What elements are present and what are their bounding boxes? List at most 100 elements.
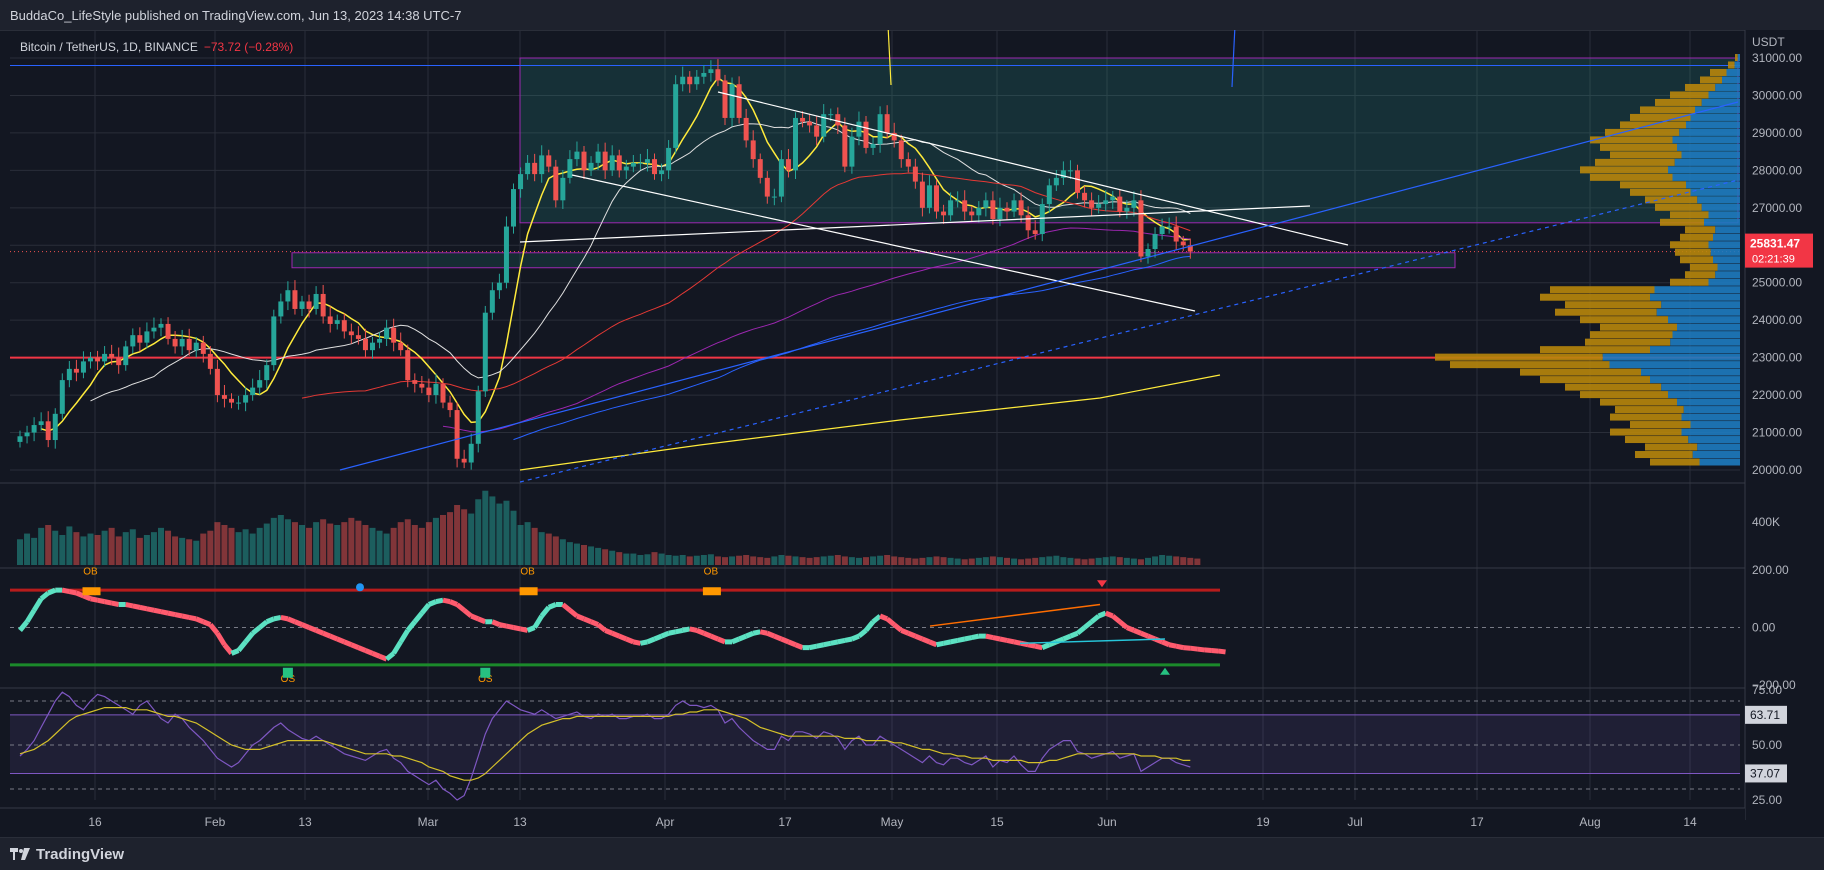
- time-axis-tick: Feb: [205, 815, 226, 829]
- volume-bar: [905, 557, 912, 565]
- rsi-value-tag: [1745, 764, 1787, 783]
- rsi-axis-tick: 25.00: [1752, 793, 1782, 807]
- candle-body: [461, 458, 467, 463]
- oscillator-segment: [787, 639, 797, 648]
- volume-bar: [348, 517, 355, 565]
- publish-info: BuddaCo_LifeStyle published on TradingVi…: [10, 8, 462, 23]
- trendline-mid: [519, 205, 1311, 243]
- trendline-blue: [339, 101, 1739, 471]
- profile-bar-buy: [1656, 308, 1740, 316]
- volume-bar: [602, 549, 609, 565]
- profile-bar-sell: [1670, 91, 1709, 99]
- volume-bar: [1187, 557, 1194, 565]
- candle-body: [793, 117, 798, 171]
- ob-label: OB: [520, 566, 535, 577]
- oscillator-segment: [39, 591, 50, 601]
- volume-bar: [672, 555, 679, 565]
- profile-bar-sell: [1630, 421, 1691, 429]
- profile-bar-buy: [1726, 68, 1740, 76]
- volume-bar: [743, 555, 750, 565]
- ma-blue-line: [513, 255, 1191, 441]
- os-marker: [480, 667, 491, 678]
- profile-bar-sell: [1540, 346, 1650, 354]
- candle-body: [271, 316, 277, 366]
- volume-bar: [38, 527, 45, 565]
- oscillator-segment: [604, 628, 614, 636]
- profile-bar-buy: [1677, 398, 1740, 406]
- profile-bar-buy: [1670, 338, 1740, 346]
- candle-body: [412, 380, 418, 384]
- price-axis-tick: 25000.00: [1752, 276, 1802, 290]
- candle-body: [1025, 215, 1031, 231]
- candle-body: [73, 368, 79, 373]
- profile-bar-buy: [1650, 346, 1740, 354]
- candle-body: [877, 114, 883, 145]
- oscillator-segment: [576, 613, 585, 622]
- oscillator-segment: [174, 612, 183, 619]
- profile-bar-sell: [1660, 218, 1704, 226]
- oscillator-segment: [230, 648, 240, 656]
- footer-brand: TradingView: [36, 846, 125, 863]
- time-axis-tick: Mar: [418, 815, 439, 829]
- profile-bar-buy: [1672, 136, 1740, 144]
- candle-body: [729, 84, 735, 118]
- candle-body: [856, 121, 862, 137]
- candle-body: [229, 398, 234, 403]
- profile-bar-buy: [1713, 233, 1740, 241]
- profile-bar-buy: [1672, 173, 1740, 181]
- candle-body: [764, 177, 770, 197]
- volume-bar: [1074, 558, 1081, 565]
- volume-bar: [122, 532, 129, 565]
- profile-bar-buy: [1602, 353, 1740, 361]
- profile-bar-sell: [1585, 338, 1671, 346]
- oscillator-segment: [1175, 643, 1184, 651]
- volume-bar: [66, 526, 73, 565]
- profile-bar-sell: [1690, 263, 1718, 271]
- price-axis-tick: 31000.00: [1752, 51, 1802, 65]
- oscillator-segment: [1140, 630, 1149, 639]
- candle-body: [778, 159, 784, 197]
- volume-bar: [313, 522, 320, 565]
- candle-body: [398, 342, 404, 351]
- os-label: OS: [478, 674, 493, 685]
- volume-bar: [722, 557, 728, 565]
- volume-bar: [461, 509, 468, 565]
- oscillator-segment: [766, 630, 776, 639]
- candle-body: [1011, 200, 1017, 212]
- volume-bar: [454, 505, 461, 565]
- volume-bar: [1081, 559, 1088, 565]
- oscillator-segment: [1097, 610, 1107, 619]
- oscillator-segment: [871, 614, 882, 624]
- candle-body: [1131, 200, 1137, 208]
- candle-body: [1187, 245, 1193, 252]
- volume-bar: [714, 556, 721, 565]
- profile-bar-buy: [1650, 376, 1740, 384]
- profile-bar-buy: [1708, 211, 1740, 219]
- profile-bar-sell: [1520, 368, 1641, 376]
- profile-bar-buy: [1697, 196, 1740, 204]
- volume-bar: [80, 536, 87, 565]
- oscillator-segment: [364, 648, 374, 656]
- oscillator-segment: [1161, 639, 1171, 648]
- profile-bar-buy: [1609, 361, 1740, 369]
- volume-bar: [736, 555, 743, 565]
- volume-bar: [693, 555, 700, 565]
- volume-bar: [418, 527, 425, 565]
- oscillator-segment: [837, 637, 846, 645]
- divergence-line: [1019, 638, 1166, 645]
- oscillator-segment: [462, 608, 473, 618]
- candle-body: [863, 121, 869, 148]
- oscillator-segment: [301, 622, 310, 630]
- candle-body: [334, 320, 340, 324]
- volume-bar: [623, 553, 630, 565]
- candle-body: [59, 380, 65, 414]
- oscillator-segment: [759, 629, 768, 636]
- volume-bar: [1109, 556, 1116, 565]
- volume-bar: [1180, 557, 1187, 565]
- oscillator-segment: [668, 629, 677, 636]
- volume-bar: [31, 537, 38, 565]
- volume-bar: [45, 525, 52, 565]
- candle-body: [884, 114, 890, 133]
- time-axis-tick: 17: [1470, 815, 1484, 829]
